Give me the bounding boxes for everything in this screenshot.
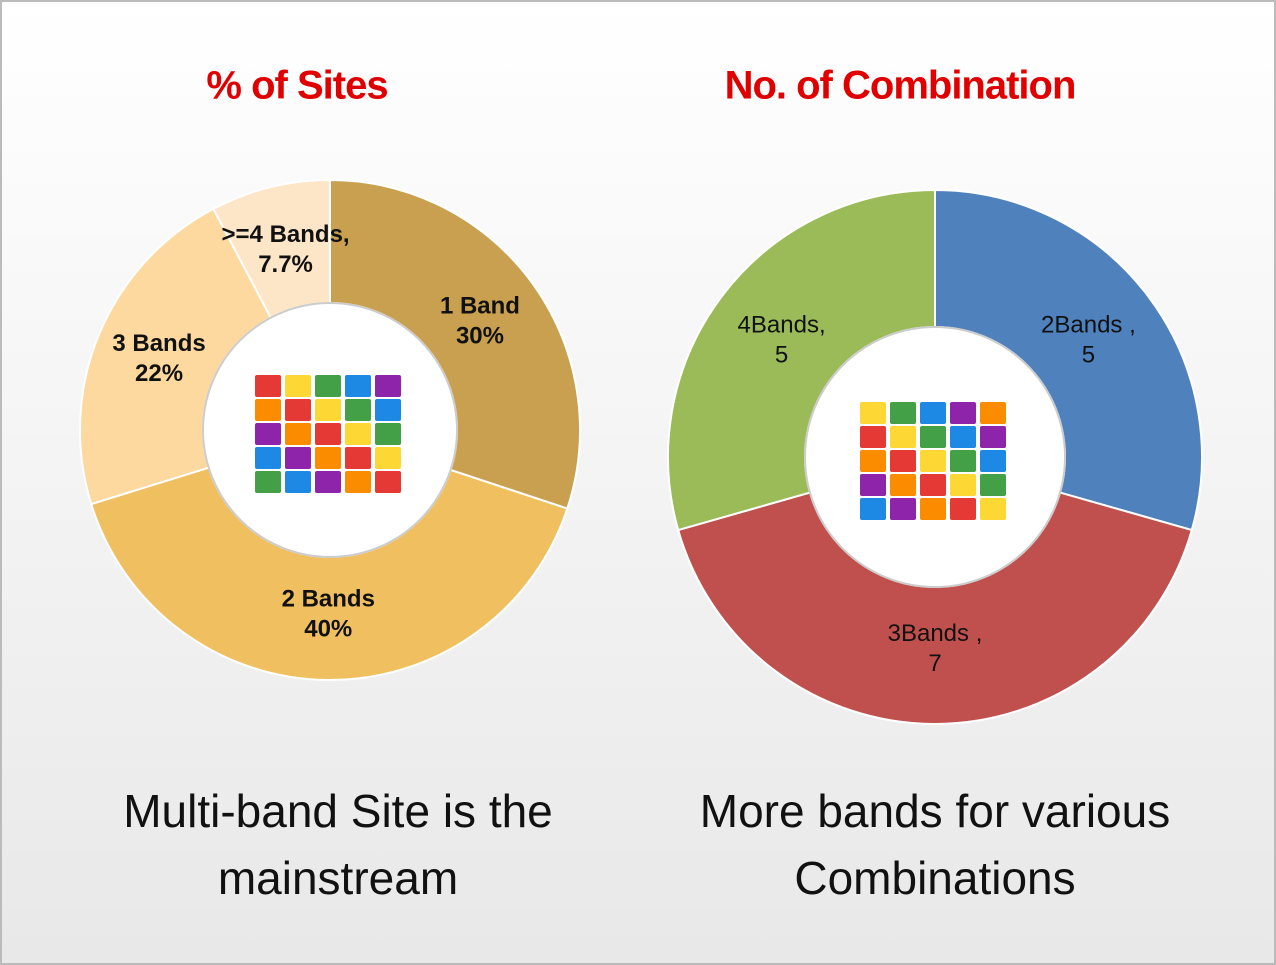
value-label: 30% (456, 323, 504, 350)
cube-decoration (860, 450, 886, 472)
data-label: >=4 Bands, 7.7% (222, 221, 350, 278)
cube-decoration (950, 474, 976, 496)
cube-decoration (345, 399, 371, 421)
cube-decoration (315, 447, 341, 469)
cube-decoration (345, 447, 371, 469)
cube-decoration (950, 450, 976, 472)
cube-decoration (285, 471, 311, 493)
data-label: 3 Bands 22% (112, 330, 205, 387)
category-label: 1 Band (440, 293, 520, 320)
cube-decoration (920, 450, 946, 472)
cube-decoration (920, 402, 946, 424)
cube-decoration (345, 423, 371, 445)
cube-decoration (375, 375, 401, 397)
cube-decoration (255, 471, 281, 493)
value-label: 7.7% (258, 251, 313, 278)
category-label: 4Bands, (738, 312, 826, 339)
data-label: 3Bands , 7 (888, 620, 983, 677)
cube-decoration (860, 498, 886, 520)
cube-decoration (980, 426, 1006, 448)
caption: Multi-band Site is the (123, 785, 553, 837)
cube-decoration (345, 471, 371, 493)
cube-decoration (375, 447, 401, 469)
cube-decoration (375, 471, 401, 493)
cube-decoration (860, 402, 886, 424)
cube-decoration (980, 498, 1006, 520)
cube-decoration (285, 447, 311, 469)
cube-decoration (890, 450, 916, 472)
category-label: 3Bands , (888, 620, 983, 647)
cube-decoration (315, 399, 341, 421)
cube-decoration (980, 474, 1006, 496)
value-label: 40% (304, 616, 352, 643)
category-label: 2Bands , (1041, 312, 1136, 339)
cube-decoration (285, 399, 311, 421)
chart-title: % of Sites (206, 64, 387, 108)
charts: % of Sites 1 Band 30% 2 Bands 40% 3 Bands 22% >… (79, 64, 1203, 904)
cube-decoration (980, 402, 1006, 424)
data-label: 4Bands, 5 (738, 312, 826, 369)
cube-decoration (860, 474, 886, 496)
cube-decoration (285, 375, 311, 397)
category-label: >=4 Bands, (222, 221, 350, 248)
cube-decoration (920, 426, 946, 448)
data-label: 2Bands , 5 (1041, 312, 1136, 369)
data-label: 1 Band 30% (440, 293, 520, 350)
cube-decoration (860, 426, 886, 448)
cube-decoration (285, 423, 311, 445)
cube-decoration (920, 474, 946, 496)
caption: Combinations (794, 852, 1075, 904)
cube-decoration (980, 450, 1006, 472)
data-label: 2 Bands 40% (282, 586, 375, 643)
cube-decoration (890, 498, 916, 520)
cube-decoration (255, 399, 281, 421)
cube-decoration (315, 423, 341, 445)
cube-decoration (375, 399, 401, 421)
category-label: 2 Bands (282, 586, 375, 613)
cube-decoration (890, 474, 916, 496)
chart-title: No. of Combination (725, 64, 1076, 108)
cube-decoration (375, 423, 401, 445)
caption: mainstream (218, 852, 458, 904)
cube-decoration (950, 426, 976, 448)
category-label: 3 Bands (112, 330, 205, 357)
cube-decoration (255, 423, 281, 445)
cube-decoration (950, 498, 976, 520)
cube-decoration (315, 471, 341, 493)
cube-decoration (255, 447, 281, 469)
cube-decoration (950, 402, 976, 424)
cube-decoration (890, 426, 916, 448)
value-label: 7 (928, 650, 941, 677)
cube-decoration (890, 402, 916, 424)
value-label: 5 (1082, 342, 1095, 369)
cube-decoration (315, 375, 341, 397)
value-label: 22% (135, 360, 183, 387)
cube-decoration (255, 375, 281, 397)
cube-decoration (345, 375, 371, 397)
value-label: 5 (775, 342, 788, 369)
cube-decoration (920, 498, 946, 520)
caption: More bands for various (700, 785, 1170, 837)
